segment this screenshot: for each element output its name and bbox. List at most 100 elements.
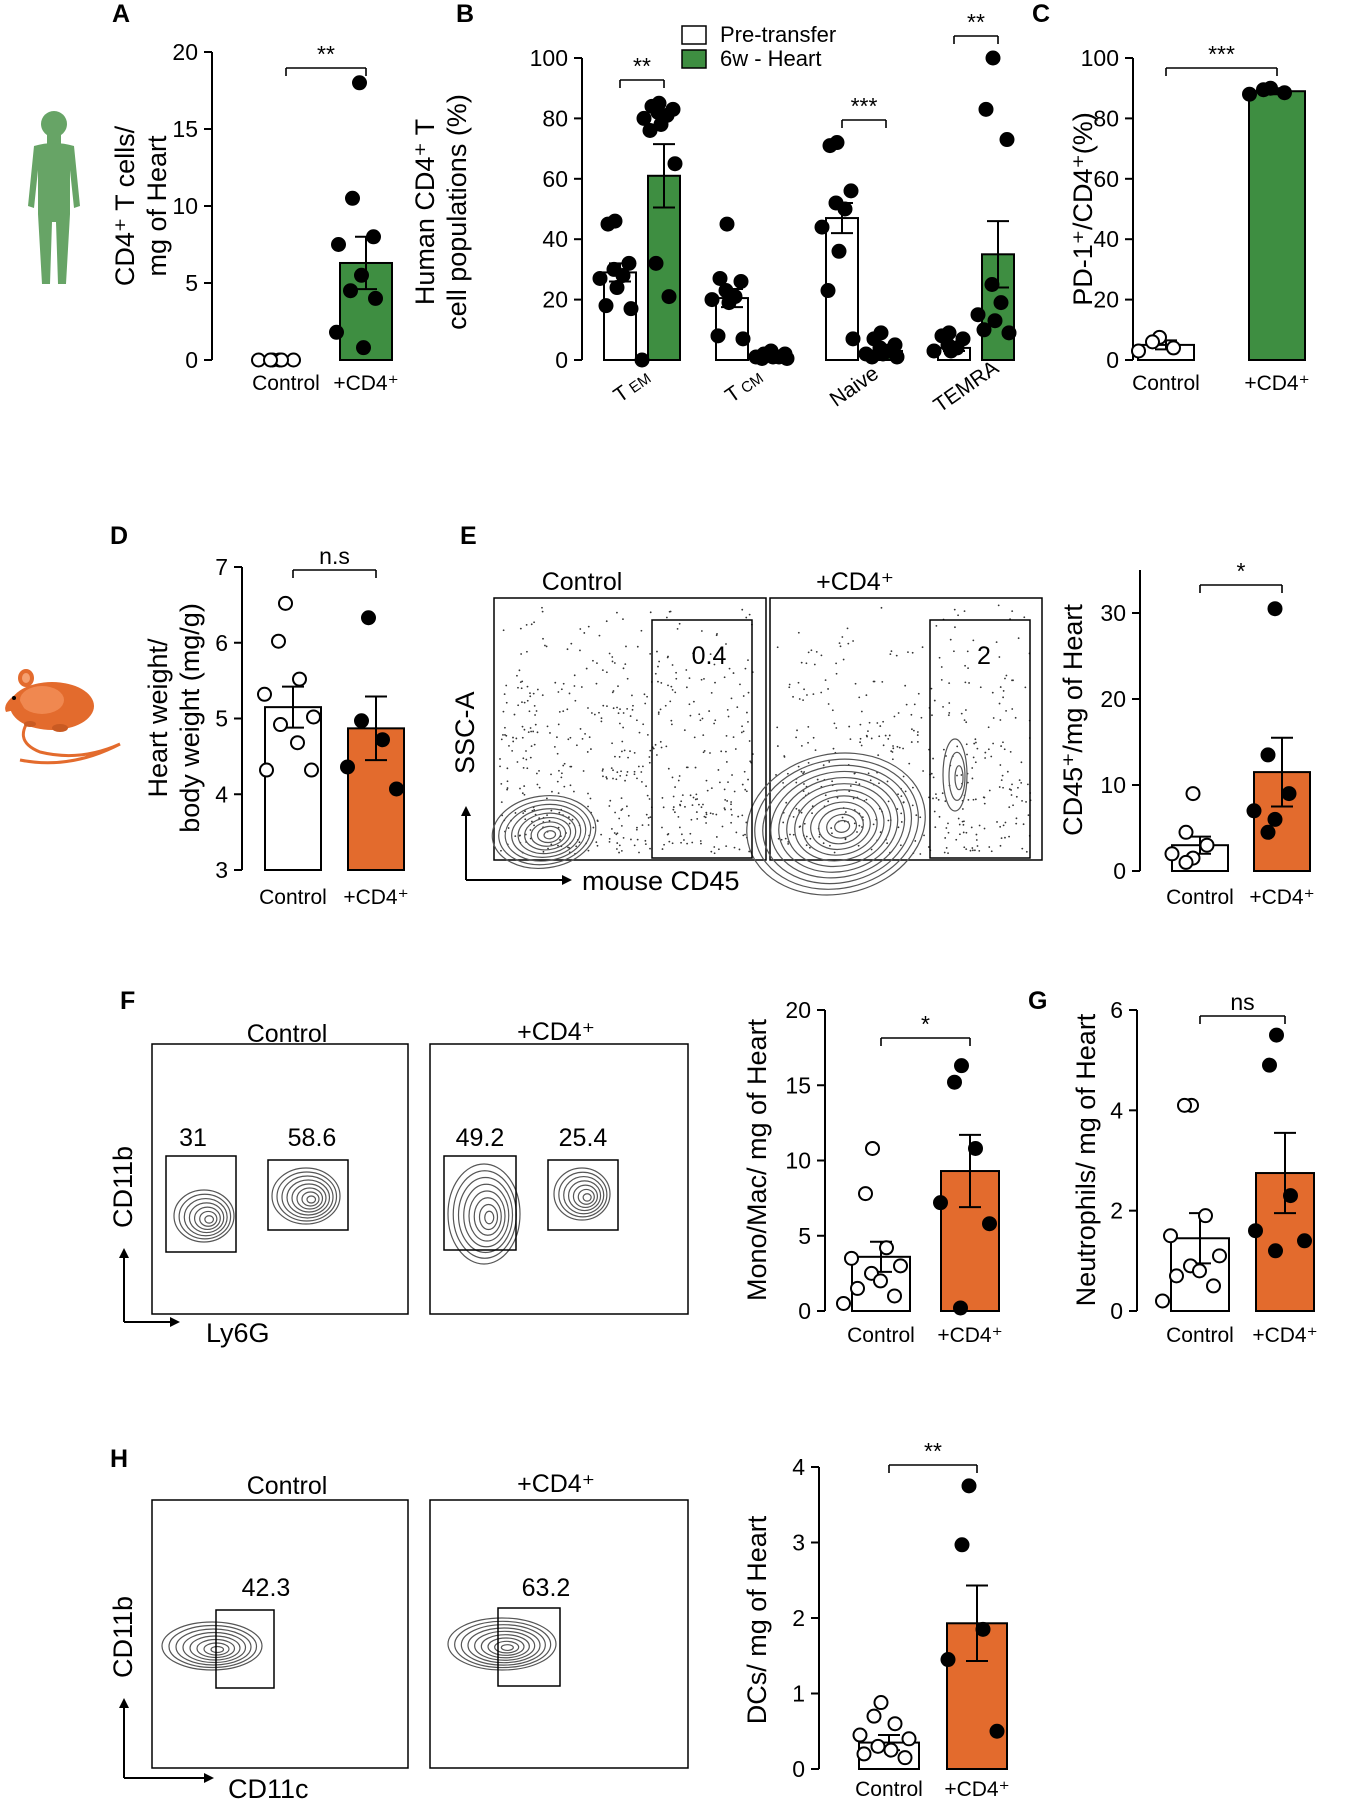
flow-event-dot [736,706,739,709]
flow-event-dot [533,809,536,811]
chart-F-y-tick-label: 20 [785,997,811,1023]
chart-b-y-label-line: Human CD4⁺ T [410,119,440,305]
flow-event-dot [895,654,898,657]
flow-event-dot [526,685,529,688]
flow-event-dot [721,825,724,828]
chart-F-point-cd4 [933,1195,948,1211]
flow-event-dot [832,747,835,750]
flow-event-dot [605,776,608,778]
flow-event-dot [745,821,748,824]
chart-G-point-control [1155,1293,1170,1309]
flow-event-dot [1002,786,1004,789]
chart-D-point-cd4 [389,781,404,797]
chart-b-point-temra-6w-heart [976,322,992,338]
flow-event-dot [734,748,737,750]
chart-D-category-label-cd4: +CD4⁺ [343,886,408,909]
flow-event-dot [698,803,700,806]
flow-event-dot [797,765,800,768]
flow-event-dot [1023,616,1026,619]
flow-event-dot [664,704,667,707]
chart-D-category-label-control: Control [259,886,327,909]
chart-b-point-t-em-pre-transfer [592,270,608,286]
flow-event-dot [583,632,586,634]
flow-event-dot [701,717,704,720]
chart-E-point-control [1185,786,1201,802]
flow-event-dot [1005,710,1007,712]
flow-event-dot [911,651,914,654]
flow-event-dot [911,728,913,731]
flow-event-dot [971,847,974,849]
flow-event-dot [783,755,786,757]
flow-contour-line [948,751,966,801]
flow-event-dot [1008,835,1010,838]
flow-event-dot [991,691,994,694]
chart-b-point-t-cm-6w-heart [754,350,770,366]
chart-H-point-control [852,1727,868,1743]
flow-event-dot [953,650,955,653]
flow-e-gate-cd4 [929,619,1031,859]
chart-D-y-label-line: Heart weight/ [143,638,173,798]
flow-event-dot [813,663,816,666]
flow-contour-line [460,1624,546,1666]
flow-event-dot [965,831,968,834]
flow-event-dot [742,695,745,697]
flow-event-dot [611,742,613,745]
chart-g-neutrophils: 0 2 4 6 Neutrophils/ mg of Heart Control +CD4⁺… [1071,989,1318,1347]
flow-event-dot [896,808,899,810]
flow-event-dot [573,685,576,687]
flow-event-dot [630,838,632,841]
chart-A-y-label-line: mg of Heart [142,135,172,277]
flow-event-dot [800,811,803,814]
flow-event-dot [500,782,503,785]
flow-event-dot [998,702,1001,705]
flow-event-dot [585,667,588,670]
flow-event-dot [884,734,887,737]
flow-event-dot [558,710,561,713]
flow-event-dot [688,677,691,680]
chart-F-point-control [865,1140,880,1156]
chart-D-point-control [304,762,319,778]
flow-event-dot [860,744,863,747]
flow-event-dot [877,754,880,757]
flow-event-dot [853,822,856,825]
flow-event-dot [678,826,681,829]
flow-event-dot [775,773,777,776]
flow-event-dot [730,803,732,806]
flow-event-dot [542,637,544,640]
chart-b-point-temra-6w-heart [970,307,986,323]
flow-event-dot [633,751,636,754]
chart-E-y-tick-label: 0 [1113,858,1126,884]
flow-event-dot [710,850,713,853]
chart-H-point-cd4 [961,1478,977,1494]
flow-event-dot [830,827,833,829]
flow-event-dot [905,703,908,706]
flow-event-dot [566,648,569,651]
flow-contour-line [286,1179,331,1216]
chart-H-y-tick-label: 4 [792,1454,805,1480]
flow-e-contour-control [491,795,597,869]
flow-event-dot [957,614,959,617]
chart-b-point-naive-pre-transfer [814,219,830,235]
flow-event-dot [907,651,909,654]
flow-event-dot [880,606,883,609]
flow-event-dot [506,787,509,789]
flow-event-dot [967,667,969,669]
flow-event-dot [822,842,825,845]
flow-event-dot [935,797,938,799]
flow-event-dot [741,783,744,786]
flow-event-dot [521,701,523,704]
flow-contour-line [271,1167,341,1225]
flow-event-dot [865,798,868,801]
flow-event-dot [947,714,950,717]
flow-f-plot-control [151,1043,409,1315]
flow-e-contour-cd4 [746,738,968,896]
flow-event-dot [784,837,787,840]
flow-event-dot [696,798,699,800]
chart-A-y-tick-label: 0 [185,347,198,373]
flow-event-dot [922,770,924,772]
flow-event-dot [902,801,905,804]
flow-event-dot [680,800,683,803]
flow-event-dot [727,781,729,784]
flow-event-dot [702,751,705,754]
chart-F-point-control [858,1186,873,1202]
